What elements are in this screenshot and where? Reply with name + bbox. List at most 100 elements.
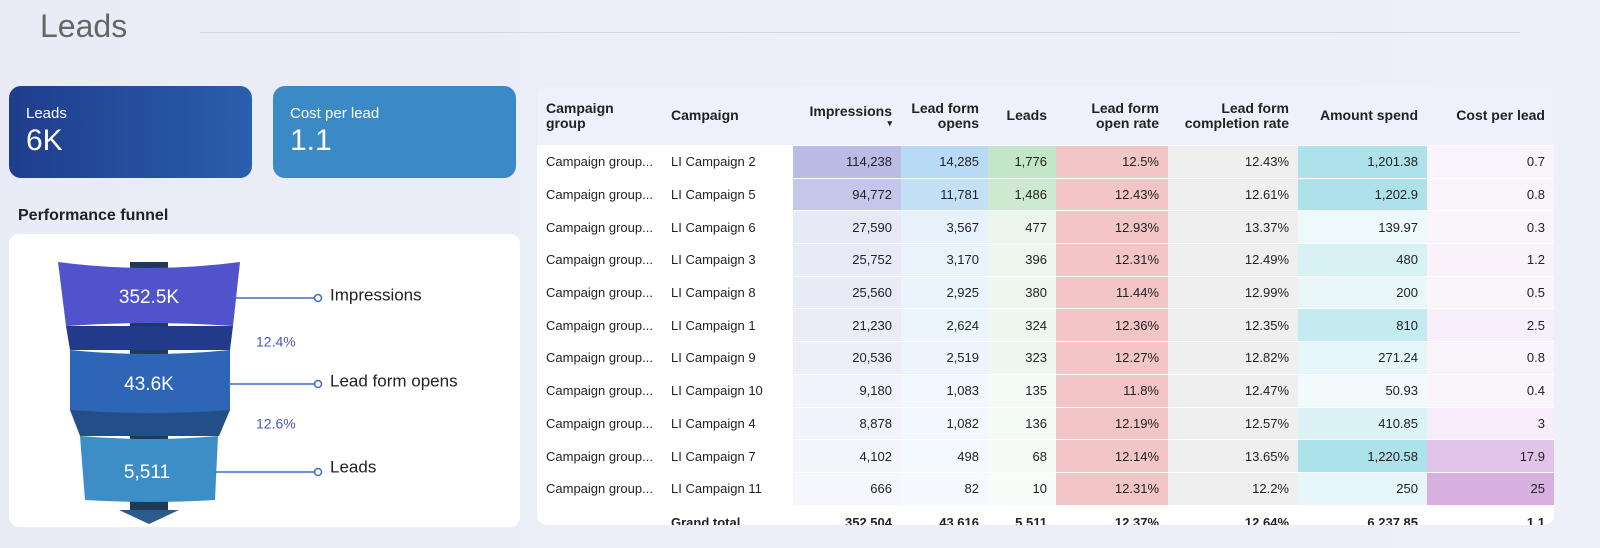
stage-value: 352.5K xyxy=(119,287,180,308)
table-cell: 12.27% xyxy=(1056,341,1168,375)
table-cell: 12.61% xyxy=(1168,177,1298,211)
connector-dot xyxy=(313,379,323,389)
table-cell: 12.2% xyxy=(1168,471,1298,506)
table-cell: 25,560 xyxy=(793,275,901,309)
funnel-arrow xyxy=(119,510,179,524)
table-cell: 12.5% xyxy=(1056,145,1168,179)
funnel-connector xyxy=(66,326,233,350)
column-header: Lead form open rate xyxy=(1056,86,1168,146)
table-row: Campaign group... LI Campaign 10 9,180 1,08… xyxy=(537,373,1554,407)
table-cell: Campaign group... xyxy=(537,210,662,244)
table-cell: 410.85 xyxy=(1298,406,1427,440)
table-row: Campaign group... LI Campaign 8 25,560 2,92… xyxy=(537,275,1554,309)
table-cell: 27,590 xyxy=(793,210,901,244)
table-cell xyxy=(537,504,662,525)
table-cell: 498 xyxy=(901,439,988,473)
table-cell: 480 xyxy=(1298,243,1427,277)
divider xyxy=(200,32,1520,33)
column-header: Campaign group xyxy=(537,86,662,146)
table-cell: 810 xyxy=(1298,308,1427,342)
table-cell: 2.5 xyxy=(1427,308,1554,342)
table-cell: 324 xyxy=(988,308,1056,342)
connector-dot xyxy=(313,293,323,303)
table-cell: 666 xyxy=(793,471,901,506)
table-cell: LI Campaign 5 xyxy=(662,177,793,211)
table-cell: 396 xyxy=(988,243,1056,277)
table-cell: 12.31% xyxy=(1056,471,1168,506)
table-cell: Campaign group... xyxy=(537,308,662,342)
table-cell: 0.8 xyxy=(1427,177,1554,211)
table-cell: 12.19% xyxy=(1056,406,1168,440)
table-cell: 250 xyxy=(1298,471,1427,506)
total-row: Grand total 352,504 43,616 5,511 12.37% 12.64… xyxy=(537,504,1554,525)
table-cell: 82 xyxy=(901,471,988,506)
total-cell: 6,237.85 xyxy=(1298,504,1427,525)
table-cell: LI Campaign 11 xyxy=(662,471,793,506)
table-cell: 12.43% xyxy=(1056,177,1168,211)
table-cell: 12.36% xyxy=(1056,308,1168,342)
connector-dot xyxy=(313,467,323,477)
table-cell: 21,230 xyxy=(793,308,901,342)
table-cell: LI Campaign 1 xyxy=(662,308,793,342)
table-row: Campaign group... LI Campaign 3 25,752 3,17… xyxy=(537,243,1554,277)
table-cell: 11.44% xyxy=(1056,275,1168,309)
column-header: Campaign xyxy=(662,86,793,146)
table-cell: 12.82% xyxy=(1168,341,1298,375)
table-cell: 271.24 xyxy=(1298,341,1427,375)
table-cell: 0.3 xyxy=(1427,210,1554,244)
table-cell: 17.9 xyxy=(1427,439,1554,473)
stage-value: 43.6K xyxy=(124,374,174,395)
kpi-card: Leads 6K xyxy=(9,86,252,178)
table-cell: 2,519 xyxy=(901,341,988,375)
table-cell: 11,781 xyxy=(901,177,988,211)
table-cell: 323 xyxy=(988,341,1056,375)
table-cell: LI Campaign 6 xyxy=(662,210,793,244)
table-cell: 1,486 xyxy=(988,177,1056,211)
table-cell: 2,925 xyxy=(901,275,988,309)
table-cell: 8,878 xyxy=(793,406,901,440)
total-cell: 1.1 xyxy=(1427,504,1554,525)
column-header: Lead form completion rate xyxy=(1168,86,1298,146)
kpi-label: Cost per lead xyxy=(290,105,380,122)
table-cell: 12.43% xyxy=(1168,145,1298,179)
table-cell: Campaign group... xyxy=(537,145,662,179)
table-cell: Campaign group... xyxy=(537,341,662,375)
stage-label: Lead form opens xyxy=(330,371,458,390)
table-cell: 3,567 xyxy=(901,210,988,244)
table-cell: 12.93% xyxy=(1056,210,1168,244)
table-cell: 4,102 xyxy=(793,439,901,473)
table-cell: LI Campaign 2 xyxy=(662,145,793,179)
page-title: Leads xyxy=(40,8,128,44)
funnel-title: Performance funnel xyxy=(18,207,169,224)
table-cell: LI Campaign 3 xyxy=(662,243,793,277)
table-cell: 2,624 xyxy=(901,308,988,342)
table-cell: 12.49% xyxy=(1168,243,1298,277)
kpi-card: Cost per lead 1.1 xyxy=(273,86,516,178)
table-cell: 25,752 xyxy=(793,243,901,277)
table-cell: 1.2 xyxy=(1427,243,1554,277)
column-header: Amount spend xyxy=(1298,86,1427,146)
table-cell: 12.47% xyxy=(1168,373,1298,407)
table-cell: 11.8% xyxy=(1056,373,1168,407)
table-cell: 1,202.9 xyxy=(1298,177,1427,211)
table-cell: LI Campaign 8 xyxy=(662,275,793,309)
table-cell: 0.7 xyxy=(1427,145,1554,179)
table-cell: 1,201.38 xyxy=(1298,145,1427,179)
table-cell: 1,083 xyxy=(901,373,988,407)
sort-indicator: ▾ xyxy=(887,117,892,128)
table-cell: 477 xyxy=(988,210,1056,244)
table-cell: 12.35% xyxy=(1168,308,1298,342)
conversion-rate: 12.6% xyxy=(256,416,296,432)
total-label: Grand total xyxy=(662,504,793,525)
total-cell: 12.37% xyxy=(1056,504,1168,525)
funnel: 352.5K 43.6K 5,511 Impressions Lead form… xyxy=(9,234,520,527)
table-cell: 0.5 xyxy=(1427,275,1554,309)
table-cell: LI Campaign 10 xyxy=(662,373,793,407)
table-row: Campaign group... LI Campaign 5 94,772 11,7… xyxy=(537,177,1554,211)
kpi-value: 6K xyxy=(26,124,63,157)
table-cell: 12.31% xyxy=(1056,243,1168,277)
table-row: Campaign group... LI Campaign 6 27,590 3,56… xyxy=(537,210,1554,244)
table-cell: Campaign group... xyxy=(537,243,662,277)
funnel-stage xyxy=(58,262,240,326)
stage-value: 5,511 xyxy=(124,462,170,483)
